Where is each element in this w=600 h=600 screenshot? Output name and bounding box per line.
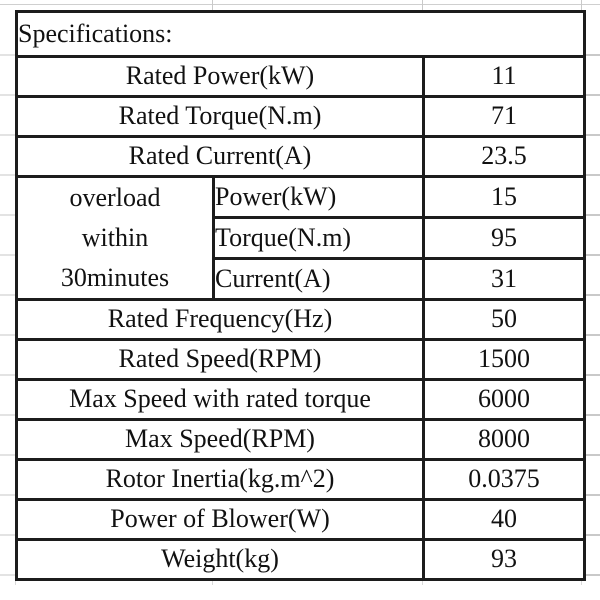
spec-label: Max Speed with rated torque	[15, 378, 425, 421]
table-row: Rated Frequency(Hz) 50	[15, 298, 587, 341]
overload-group-line: within	[81, 223, 149, 252]
spec-value: 40	[421, 498, 587, 541]
gridline-right-stubs	[584, 54, 600, 577]
spec-label: Rated Speed(RPM)	[15, 338, 425, 381]
table-row: Rated Current(A) 23.5	[15, 135, 587, 178]
spec-value: 71	[421, 95, 587, 138]
gridline-tick	[212, 0, 213, 10]
table-row: Rated Torque(N.m) 71	[15, 95, 587, 138]
spec-label: Power of Blower(W)	[15, 498, 425, 541]
gridline-tick	[581, 576, 582, 585]
table-title: Specifications:	[14, 10, 587, 58]
table-row: Rated Power(kW) 11	[15, 55, 587, 98]
spec-value: 0.0375	[421, 458, 587, 501]
overload-group-label: overload within 30minutes	[15, 175, 215, 301]
spec-sublabel: Current(A)	[212, 257, 425, 301]
table-title-row: Specifications:	[14, 10, 587, 58]
spec-label: Rotor Inertia(kg.m^2)	[15, 458, 425, 501]
spec-value: 15	[421, 175, 587, 219]
spec-value: 11	[421, 55, 587, 98]
spec-label: Max Speed(RPM)	[15, 418, 425, 461]
gridline-tick	[422, 576, 423, 585]
spec-label: Rated Frequency(Hz)	[15, 298, 425, 341]
spec-label: Rated Torque(N.m)	[15, 95, 425, 138]
spec-value: 8000	[421, 418, 587, 461]
gridline-tick	[422, 0, 423, 10]
overload-group-line: overload	[69, 183, 161, 212]
gridline-tick	[581, 0, 582, 10]
table-row: Weight(kg) 93	[15, 538, 587, 581]
specifications-table: Specifications: Rated Power(kW) 11 Rated…	[14, 10, 587, 581]
table-row: Rated Speed(RPM) 1500	[15, 338, 587, 381]
spec-value: 50	[421, 298, 587, 341]
spec-value: 31	[421, 257, 587, 301]
overload-group-line: 30minutes	[60, 263, 170, 292]
gridline-tick	[15, 576, 16, 585]
spec-sublabel: Power(kW)	[212, 175, 425, 219]
table-row: Power of Blower(W) 40	[15, 498, 587, 541]
spec-label: Rated Current(A)	[15, 135, 425, 178]
spec-value: 93	[421, 538, 587, 581]
table-row: Max Speed(RPM) 8000	[15, 418, 587, 461]
table-row: Current(A) 31	[17, 257, 587, 301]
table-row: Torque(N.m) 95	[17, 216, 587, 260]
gridline-tick	[212, 576, 213, 585]
table-row: overload within 30minutes Power(kW) 15	[15, 175, 587, 301]
gridline-left-stubs	[0, 54, 15, 577]
spec-value: 23.5	[421, 135, 587, 178]
spec-value: 95	[421, 216, 587, 260]
gridline-top	[0, 4, 600, 5]
spec-value: 1500	[421, 338, 587, 381]
spec-value: 6000	[421, 378, 587, 421]
table-row: Rotor Inertia(kg.m^2) 0.0375	[15, 458, 587, 501]
spec-sublabel: Torque(N.m)	[212, 216, 425, 260]
spec-label: Weight(kg)	[15, 538, 425, 581]
table-row: Max Speed with rated torque 6000	[15, 378, 587, 421]
spec-label: Rated Power(kW)	[15, 55, 425, 98]
